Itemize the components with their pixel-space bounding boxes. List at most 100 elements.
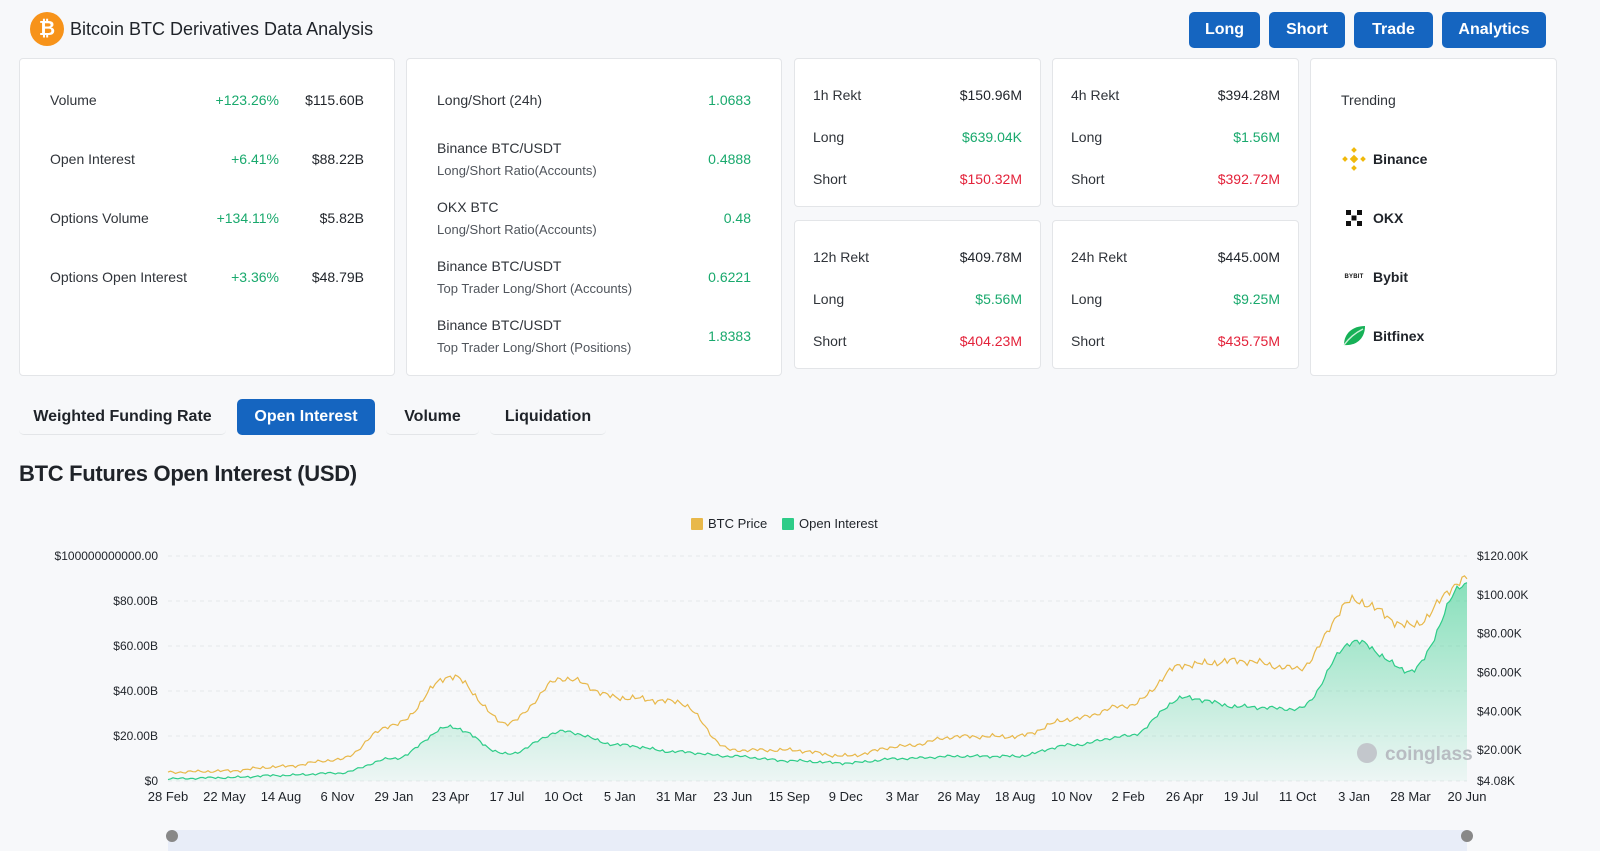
chart-axes: $0 $20.00B $40.00B $60.00B $80.00B $100000000… (55, 549, 1529, 804)
x-tick-label: 26 Apr (1166, 789, 1204, 804)
header: ₿ Bitcoin BTC Derivatives Data Analysis … (0, 0, 1600, 58)
stat-label: Volume (50, 92, 97, 108)
rekt-long-label: Long (813, 291, 845, 307)
rekt-short-value: $392.72M (1217, 171, 1280, 187)
nav-short-button[interactable]: Short (1269, 12, 1345, 48)
trending-item-bybit[interactable]: BYBIT Bybit (1341, 264, 1409, 290)
ratio-value: 0.4888 (708, 151, 751, 167)
stat-value: $115.60B (305, 92, 364, 108)
okx-icon (1341, 205, 1367, 231)
x-tick-label: 31 Mar (656, 789, 697, 804)
y-left-tick-label: $0 (145, 774, 159, 788)
rekt-long-value: $639.04K (962, 129, 1022, 145)
rekt-24h-card[interactable]: 24h Rekt $445.00M Long $9.25M Short $435.75… (1052, 220, 1299, 369)
stat-change: +123.26% (215, 92, 279, 108)
rekt-long-value: $5.56M (975, 291, 1022, 307)
legend-swatch (782, 517, 794, 530)
x-tick-label: 23 Jun (713, 789, 752, 804)
tab-volume[interactable]: Volume (386, 399, 479, 435)
stat-value: $88.22B (311, 151, 364, 167)
binance-icon (1341, 146, 1367, 172)
market-stats-card: Volume +123.26% $115.60B Open Interest +… (19, 58, 395, 376)
x-tick-label: 9 Dec (829, 789, 863, 804)
stat-value: $48.79B (311, 269, 364, 285)
rekt-short-label: Short (813, 171, 847, 187)
legend-item-btc-price[interactable]: BTC Price (691, 516, 767, 531)
y-left-tick-label: $60.00B (113, 639, 158, 653)
stat-change: +6.41% (231, 151, 279, 167)
rekt-long-label: Long (1071, 129, 1103, 145)
trending-item-binance[interactable]: Binance (1341, 146, 1427, 172)
chart-title: BTC Futures Open Interest (USD) (19, 461, 357, 486)
x-tick-label: 23 Apr (432, 789, 470, 804)
ratio-label: OKX BTC (437, 199, 499, 215)
bitfinex-icon (1341, 323, 1367, 349)
y-right-tick-label: $20.00K (1477, 743, 1522, 757)
x-tick-label: 3 Mar (886, 789, 920, 804)
x-tick-label: 6 Nov (320, 789, 354, 804)
rekt-long-label: Long (813, 129, 845, 145)
open-interest-line (167, 582, 1468, 781)
ratio-label: Long/Short (24h) (437, 92, 543, 108)
btc-price-line (167, 575, 1468, 775)
bitcoin-logo-icon: ₿ (30, 12, 64, 46)
nav-analytics-button[interactable]: Analytics (1442, 12, 1546, 48)
rekt-long-value: $1.56M (1233, 129, 1280, 145)
x-tick-label: 5 Jan (604, 789, 636, 804)
ratio-value: 0.6221 (708, 269, 751, 285)
x-tick-label: 10 Oct (544, 789, 583, 804)
trending-card: Trending Binance OKX BYBIT Bybit Bitfine… (1310, 58, 1557, 376)
legend-label: Open Interest (799, 516, 878, 531)
zoom-handle-left (166, 830, 178, 842)
zoom-handle-right (1461, 830, 1473, 842)
x-tick-label: 18 Aug (995, 789, 1036, 804)
rekt-short-label: Short (1071, 171, 1105, 187)
x-tick-label: 10 Nov (1051, 789, 1093, 804)
x-tick-label: 22 May (203, 789, 246, 804)
x-tick-label: 17 Jul (490, 789, 525, 804)
zoom-bar-track (168, 830, 1467, 851)
trending-item-label: Binance (1373, 151, 1428, 167)
nav-long-button[interactable]: Long (1189, 12, 1260, 48)
nav-trade-button[interactable]: Trade (1354, 12, 1433, 48)
chart-grid (168, 555, 1467, 782)
rekt-1h-card[interactable]: 1h Rekt $150.96M Long $639.04K Short $150.3… (794, 58, 1041, 207)
rekt-short-label: Short (813, 333, 847, 349)
trending-item-okx[interactable]: OKX (1341, 205, 1403, 231)
trending-item-label: Bitfinex (1373, 328, 1425, 344)
legend-item-open-interest[interactable]: Open Interest (782, 516, 878, 531)
ratio-sublabel: Top Trader Long/Short (Accounts) (437, 281, 633, 296)
rekt-title: 1h Rekt (813, 87, 862, 103)
legend-swatch (691, 517, 703, 530)
x-tick-label: 20 Jun (1447, 789, 1486, 804)
y-right-tick-label: $120.00K (1477, 549, 1528, 563)
ratio-label: Binance BTC/USDT (437, 317, 562, 333)
stat-label: Options Volume (50, 210, 149, 226)
rekt-total: $394.28M (1217, 87, 1280, 103)
x-tick-label: 19 Jul (1224, 789, 1259, 804)
trending-item-label: Bybit (1373, 269, 1408, 285)
stat-change: +134.11% (216, 210, 279, 226)
rekt-12h-card[interactable]: 12h Rekt $409.78M Long $5.56M Short $404.23… (794, 220, 1041, 369)
x-tick-label: 11 Oct (1279, 789, 1317, 804)
stat-change: +3.36% (231, 269, 279, 285)
x-tick-label: 28 Feb (148, 789, 188, 804)
rekt-total: $409.78M (959, 249, 1022, 265)
bybit-icon: BYBIT (1344, 274, 1364, 280)
tab-open-interest[interactable]: Open Interest (237, 399, 375, 435)
y-right-tick-label: $100.00K (1477, 588, 1528, 602)
trending-title: Trending (1341, 92, 1396, 108)
tab-weighted-funding-rate[interactable]: Weighted Funding Rate (19, 399, 226, 435)
trending-item-bitfinex[interactable]: Bitfinex (1341, 323, 1424, 349)
y-right-tick-label: $4.08K (1477, 774, 1515, 788)
y-left-tick-label: $100000000000.00 (55, 549, 159, 563)
rekt-short-value: $404.23M (959, 333, 1022, 349)
rekt-4h-card[interactable]: 4h Rekt $394.28M Long $1.56M Short $392.72M (1052, 58, 1299, 207)
x-tick-label: 29 Jan (374, 789, 413, 804)
page-title: Bitcoin BTC Derivatives Data Analysis (70, 19, 374, 39)
x-tick-label: 15 Sep (769, 789, 810, 804)
stat-label: Options Open Interest (50, 269, 187, 285)
x-tick-label: 28 Mar (1390, 789, 1431, 804)
trending-item-label: OKX (1373, 210, 1404, 226)
tab-liquidation[interactable]: Liquidation (490, 399, 606, 435)
